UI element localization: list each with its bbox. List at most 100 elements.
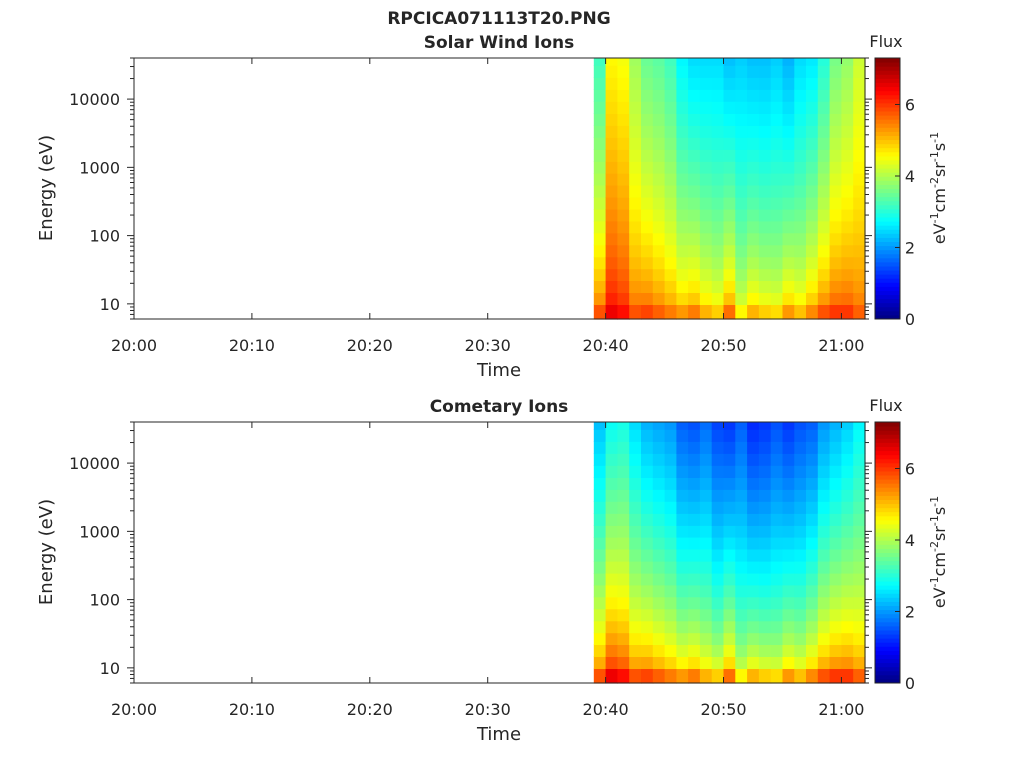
heatmap-cell bbox=[593, 632, 607, 645]
heatmap-cell bbox=[735, 304, 748, 320]
heatmap-cell bbox=[735, 596, 748, 610]
heatmap-cell bbox=[841, 77, 854, 90]
heatmap-cell bbox=[829, 501, 842, 514]
colorbar-swatch bbox=[875, 430, 900, 435]
heatmap-cell bbox=[699, 256, 713, 270]
colorbar-swatch bbox=[875, 74, 900, 79]
heatmap-cell bbox=[593, 644, 607, 657]
heatmap-cell bbox=[723, 173, 736, 186]
heatmap-cell bbox=[806, 197, 819, 210]
heatmap-cell bbox=[699, 58, 713, 66]
colorbar-swatch bbox=[875, 634, 900, 639]
heatmap-cell bbox=[806, 304, 819, 320]
heatmap-cell bbox=[806, 65, 819, 78]
heatmap-cell bbox=[829, 65, 842, 78]
heatmap-cell bbox=[605, 584, 618, 598]
heatmap-cell bbox=[782, 292, 795, 305]
heatmap-cell bbox=[699, 149, 713, 162]
heatmap-cell bbox=[652, 513, 666, 526]
heatmap-cell bbox=[853, 244, 866, 258]
heatmap-cell bbox=[735, 465, 748, 478]
colorbar-swatch bbox=[875, 94, 900, 100]
heatmap-cell bbox=[782, 573, 795, 586]
heatmap-cell bbox=[735, 608, 748, 622]
heatmap-cell bbox=[853, 429, 866, 442]
heatmap-cell bbox=[617, 620, 630, 634]
heatmap-cell bbox=[782, 441, 795, 454]
heatmap-cell bbox=[841, 89, 854, 102]
heatmap-cell bbox=[629, 596, 642, 610]
colorbar-swatch bbox=[875, 609, 900, 615]
heatmap-cell bbox=[841, 573, 854, 586]
heatmap-cell bbox=[699, 429, 713, 442]
heatmap-cell bbox=[817, 125, 831, 138]
heatmap-cell bbox=[699, 220, 713, 234]
heatmap-cell bbox=[605, 220, 618, 234]
heatmap-cell bbox=[688, 137, 701, 150]
heatmap-cell bbox=[711, 173, 725, 186]
heatmap-cell bbox=[699, 573, 713, 586]
heatmap-cell bbox=[794, 256, 807, 270]
heatmap-cell bbox=[817, 173, 831, 186]
heatmap-cell bbox=[817, 429, 831, 442]
heatmap-cell bbox=[652, 89, 666, 102]
heatmap-cell bbox=[829, 220, 842, 234]
heatmap-cell bbox=[641, 244, 654, 258]
heatmap-cell bbox=[735, 537, 748, 550]
heatmap-cell bbox=[605, 173, 618, 186]
heatmap-cell bbox=[758, 173, 772, 186]
heatmap-cell bbox=[794, 58, 807, 66]
colorbar-swatch bbox=[875, 544, 900, 549]
heatmap-cell bbox=[735, 256, 748, 270]
heatmap-cell bbox=[676, 292, 689, 305]
heatmap-cell bbox=[723, 620, 736, 634]
heatmap-cell bbox=[629, 573, 642, 586]
heatmap-cell bbox=[699, 477, 713, 490]
y-tick-label: 10 bbox=[100, 659, 120, 678]
heatmap-cell bbox=[617, 584, 630, 598]
heatmap-cell bbox=[617, 244, 630, 258]
heatmap-cell bbox=[806, 161, 819, 174]
heatmap-cell bbox=[676, 668, 689, 684]
heatmap-cell bbox=[806, 292, 819, 305]
heatmap-cell bbox=[605, 65, 618, 78]
heatmap-cell bbox=[688, 89, 701, 102]
colorbar-swatch bbox=[875, 511, 900, 517]
heatmap-cell bbox=[735, 244, 748, 258]
heatmap-cell bbox=[841, 429, 854, 442]
heatmap-cell bbox=[782, 477, 795, 490]
colorbar-swatch bbox=[875, 229, 900, 234]
heatmap-cell bbox=[806, 280, 819, 293]
heatmap-cell bbox=[794, 441, 807, 454]
heatmap-cell bbox=[747, 668, 760, 684]
heatmap-cell bbox=[782, 465, 795, 478]
heatmap-cell bbox=[782, 149, 795, 162]
colorbar-swatch bbox=[875, 666, 900, 672]
colorbar-swatch bbox=[875, 245, 900, 251]
heatmap-cell bbox=[629, 209, 642, 222]
heatmap-cell bbox=[806, 668, 819, 684]
heatmap-cell bbox=[806, 596, 819, 610]
heatmap-cell bbox=[794, 232, 807, 246]
colorbar-swatch bbox=[875, 270, 900, 275]
heatmap-cell bbox=[747, 644, 760, 657]
x-axis-label: Time bbox=[476, 360, 521, 381]
heatmap-cell bbox=[711, 453, 725, 466]
heatmap-cell bbox=[782, 620, 795, 634]
heatmap-cell bbox=[605, 525, 618, 538]
heatmap-cell bbox=[617, 477, 630, 490]
heatmap-cell bbox=[676, 113, 689, 126]
heatmap-cell bbox=[841, 173, 854, 186]
heatmap-cells bbox=[593, 58, 866, 320]
heatmap-cell bbox=[723, 184, 736, 198]
heatmap-cell bbox=[664, 668, 677, 684]
heatmap-cell bbox=[770, 232, 784, 246]
heatmap-cell bbox=[735, 220, 748, 234]
heatmap-cell bbox=[735, 561, 748, 574]
heatmap-cell bbox=[617, 292, 630, 305]
colorbar-tick-label: 2 bbox=[905, 602, 915, 621]
heatmap-cell bbox=[829, 548, 842, 562]
heatmap-cell bbox=[664, 477, 677, 490]
colorbar-swatch bbox=[875, 523, 900, 529]
colorbar-swatch bbox=[875, 422, 900, 427]
